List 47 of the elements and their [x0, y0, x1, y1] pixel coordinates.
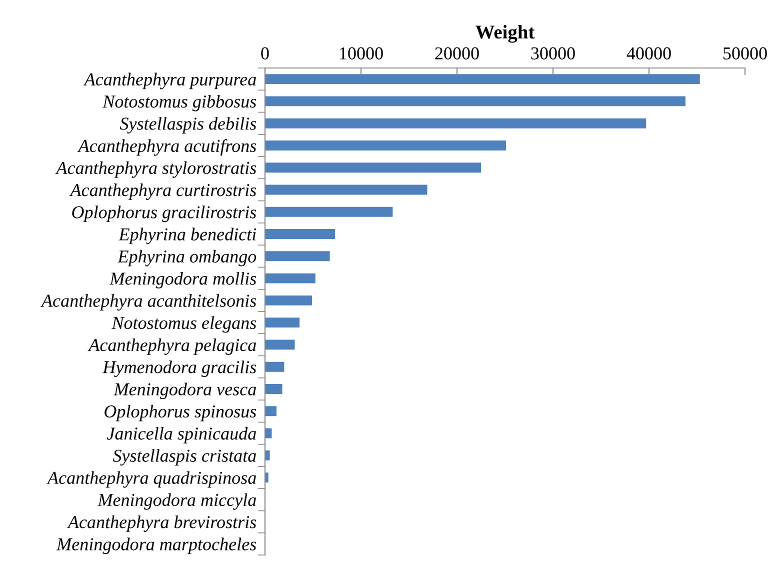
- y-tick-label: Acanthephyra purpurea: [83, 72, 256, 90]
- y-tick-label: Meningodora vesca: [114, 382, 256, 400]
- y-tick-label: Meningodora miccyla: [98, 493, 256, 510]
- x-axis-title: Weight: [476, 24, 535, 43]
- y-tick-label: Hymenodora gracilis: [102, 360, 256, 377]
- x-tick-label: 30000: [531, 47, 575, 60]
- bar: [265, 406, 277, 416]
- y-tick-label: Ephyrina benedicti: [118, 228, 256, 244]
- bar: [265, 340, 295, 350]
- bar: [265, 162, 481, 173]
- bar: [265, 318, 300, 328]
- bar: [265, 96, 686, 106]
- y-tick-label: Ephyrina ombango: [118, 250, 256, 266]
- y-tick-label: Systellaspis cristata: [112, 449, 256, 466]
- y-tick-label: Acanthephyra pelagica: [88, 338, 256, 355]
- bar: [265, 384, 282, 394]
- x-tick-label: 50000: [723, 47, 767, 60]
- bar: [265, 472, 268, 483]
- y-tick-label: Oplophorus spinosus: [104, 404, 256, 422]
- x-tick-label: 10000: [340, 47, 383, 60]
- y-tick-label: Acanthephyra acutifrons: [77, 139, 256, 156]
- bar: [265, 295, 312, 306]
- y-tick-label: Oplophorus gracilirostris: [72, 206, 256, 222]
- y-tick-label: Meningodora mollis: [110, 272, 256, 288]
- y-tick-label: Acanthephyra acanthitelsonis: [40, 294, 256, 311]
- y-tick-label: Acanthephyra quadrispinosa: [46, 471, 256, 488]
- bar: [265, 118, 646, 128]
- y-tick-label: Meningodora marptocheles: [56, 538, 256, 554]
- y-tick-label: Systellaspis debilis: [120, 117, 256, 134]
- bar: [265, 140, 506, 150]
- bar: [265, 184, 428, 195]
- x-tick-label: 20000: [435, 47, 479, 60]
- y-tick-label: Acanthephyra curtirostris: [69, 183, 256, 200]
- y-tick-label: Acanthephyra brevirostris: [66, 516, 256, 532]
- x-tick-label: 0: [261, 47, 269, 60]
- bar: [265, 206, 393, 217]
- bar: [265, 229, 336, 240]
- bar: [265, 74, 700, 84]
- bar: [265, 450, 270, 460]
- bar: [265, 251, 330, 262]
- y-tick-label: Notostomus elegans: [112, 316, 256, 333]
- y-tick-label: Acanthephyra stylorostratis: [55, 161, 256, 178]
- x-tick-label: 40000: [626, 47, 671, 60]
- y-tick-label: Notostomus gibbosus: [102, 94, 256, 112]
- bar: [265, 362, 284, 372]
- y-tick-label: Janicella spinicauda: [107, 426, 256, 444]
- bar: [265, 273, 316, 284]
